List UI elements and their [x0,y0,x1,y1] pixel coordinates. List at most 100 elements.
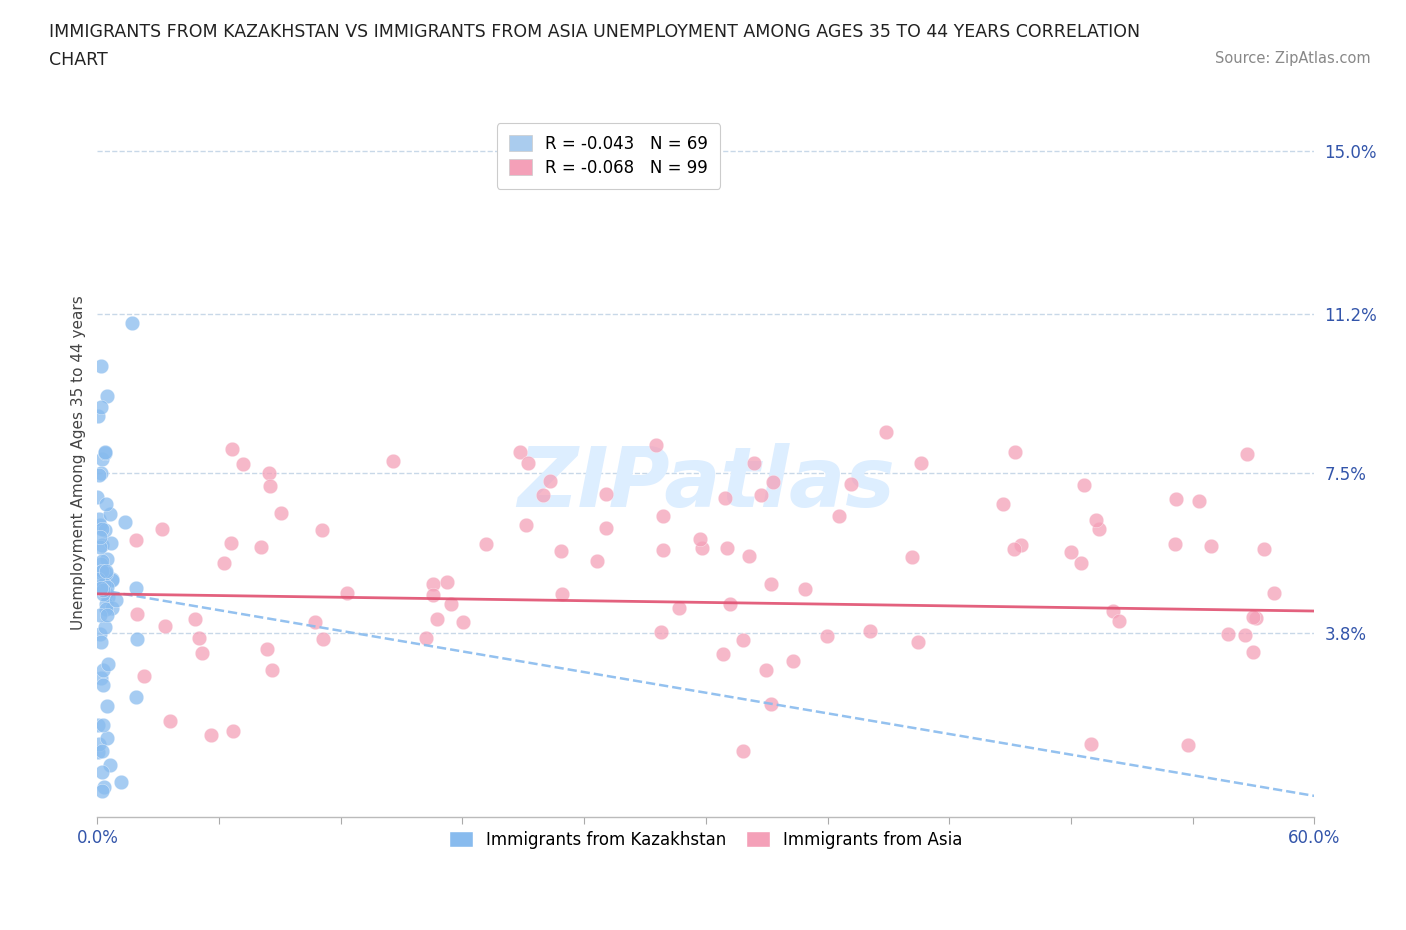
Point [89,530,111,545]
Point [311,523,333,538]
Point [90,466,112,481]
Point [221,442,243,457]
Point [794,581,817,596]
Legend: Immigrants from Kazakhstan, Immigrants from Asia: Immigrants from Kazakhstan, Immigrants f… [440,821,973,858]
Point [436,575,458,590]
Point [90,556,112,571]
Point [153,618,176,633]
Point [91,564,114,578]
Point [91,538,114,552]
Point [1070,555,1092,570]
Text: ZIPatlas: ZIPatlas [517,444,894,525]
Point [221,724,243,738]
Point [104,592,127,607]
Point [1241,610,1264,625]
Point [731,744,754,759]
Point [304,614,326,629]
Point [475,537,498,551]
Point [714,491,737,506]
Point [91,553,114,568]
Point [125,689,148,704]
Point [125,581,148,596]
Point [440,596,463,611]
Point [451,615,474,630]
Point [91,578,114,592]
Point [716,540,738,555]
Point [426,611,449,626]
Point [759,697,782,711]
Point [91,743,114,758]
Point [1108,614,1130,629]
Point [86,490,108,505]
Point [87,717,110,732]
Point [91,582,114,597]
Point [90,671,112,685]
Point [86,409,108,424]
Point [742,456,765,471]
Point [96,580,118,595]
Point [1164,537,1187,551]
Point [101,571,124,586]
Point [422,588,444,603]
Point [94,523,117,538]
Point [713,646,735,661]
Point [93,565,115,579]
Point [515,517,537,532]
Point [93,445,115,459]
Point [1101,603,1123,618]
Point [509,445,531,459]
Point [256,642,278,657]
Point [1234,628,1257,643]
Point [110,775,132,790]
Point [595,486,617,501]
Point [94,602,117,617]
Point [94,596,117,611]
Point [91,783,114,798]
Point [97,590,120,604]
Point [100,572,122,587]
Point [89,517,111,532]
Point [183,612,205,627]
Point [87,571,110,586]
Point [90,634,112,649]
Point [89,565,111,579]
Point [232,457,254,472]
Point [1246,611,1268,626]
Point [90,451,112,466]
Point [761,577,783,591]
Point [749,487,772,502]
Point [94,565,117,580]
Point [1253,541,1275,556]
Point [901,550,924,565]
Point [312,631,335,646]
Point [134,669,156,684]
Point [94,445,117,460]
Point [91,522,114,537]
Point [89,626,111,641]
Point [652,509,675,524]
Point [652,543,675,558]
Point [191,645,214,660]
Point [644,438,666,453]
Point [1177,737,1199,752]
Point [381,453,404,468]
Point [650,625,672,640]
Point [96,389,118,404]
Point [1073,478,1095,493]
Point [94,564,117,578]
Point [1199,538,1222,553]
Point [98,757,121,772]
Point [517,456,540,471]
Point [859,623,882,638]
Point [755,663,778,678]
Point [187,631,209,645]
Point [93,779,115,794]
Point [94,586,117,601]
Point [96,730,118,745]
Point [1216,627,1239,642]
Point [689,532,711,547]
Point [87,745,110,760]
Text: IMMIGRANTS FROM KAZAKHSTAN VS IMMIGRANTS FROM ASIA UNEMPLOYMENT AMONG AGES 35 TO: IMMIGRANTS FROM KAZAKHSTAN VS IMMIGRANTS… [49,23,1140,41]
Point [94,620,117,635]
Point [100,536,122,551]
